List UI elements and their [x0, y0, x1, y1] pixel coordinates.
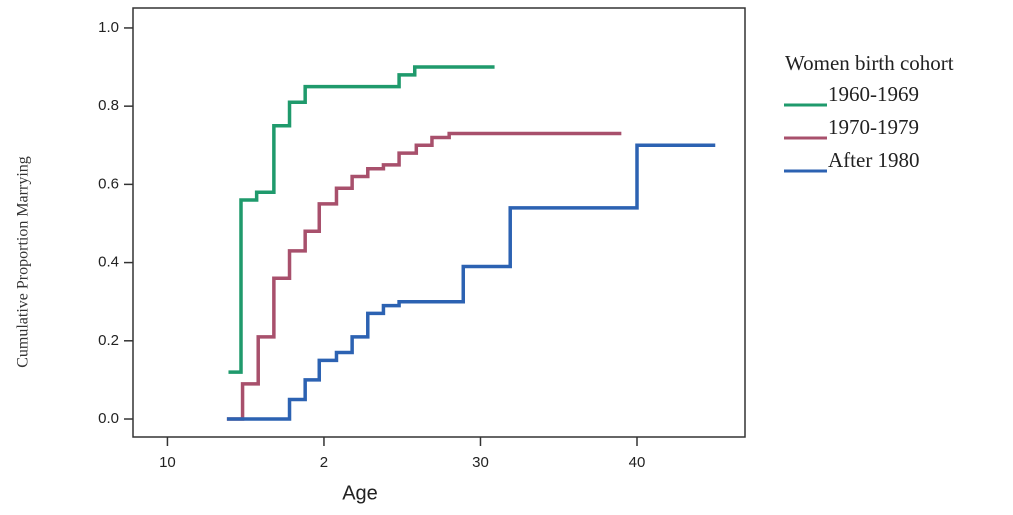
series-line	[228, 65, 495, 374]
series-line	[226, 143, 716, 421]
x-tick-label: 10	[159, 454, 176, 471]
y-tick-label: 0.4	[98, 254, 119, 271]
legend-title: Women birth cohort	[785, 51, 954, 75]
y-axis-label: Cumulative Proportion Marrying	[15, 156, 32, 368]
legend-label: 1960-1969	[828, 82, 919, 106]
series-line	[226, 131, 622, 421]
x-tick-label: 30	[472, 454, 489, 471]
y-tick-label: 0.6	[98, 175, 119, 192]
plot-frame	[132, 7, 746, 438]
legend-label: 1970-1979	[828, 115, 919, 139]
y-tick-label: 0.8	[98, 97, 119, 114]
x-axis-label: Age	[342, 482, 378, 504]
legend-label: After 1980	[828, 148, 920, 172]
y-tick-label: 1.0	[98, 19, 119, 36]
x-tick-label: 40	[629, 454, 646, 471]
y-tick-label: 0.0	[98, 410, 119, 427]
x-tick-label: 2	[320, 454, 328, 471]
y-tick-label: 0.2	[98, 332, 119, 349]
